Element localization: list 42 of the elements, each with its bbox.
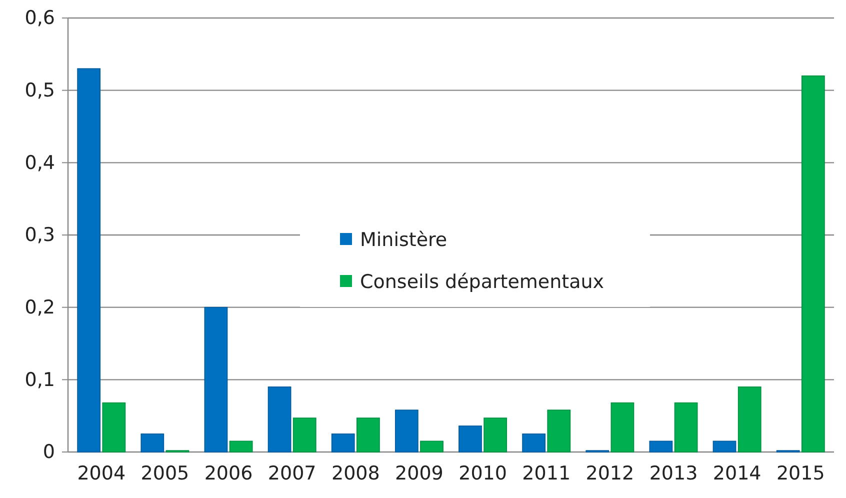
x-tick-label: 2011 (522, 462, 571, 485)
x-tick-label: 2009 (395, 462, 444, 485)
x-tick-label: 2012 (586, 462, 634, 485)
bar (712, 440, 736, 452)
y-tick-label: 0,5 (24, 79, 55, 102)
bar (610, 402, 634, 452)
bar (801, 75, 825, 452)
x-tick-label: 2008 (331, 462, 380, 485)
bar (674, 402, 698, 452)
bar (649, 440, 673, 452)
bar (738, 386, 762, 452)
x-tick-label: 2015 (776, 462, 825, 485)
bar (420, 440, 444, 452)
legend-label: Ministère (360, 229, 448, 251)
x-tick-label: 2006 (204, 462, 253, 485)
x-tick-label: 2013 (649, 462, 698, 485)
x-tick-label: 2014 (712, 462, 762, 485)
y-tick-label: 0,3 (24, 224, 55, 246)
bar (204, 306, 228, 452)
y-tick-label: 0,4 (24, 152, 55, 174)
bar (331, 434, 355, 452)
bar (522, 434, 546, 452)
y-tick-label: 0 (42, 441, 55, 464)
bar (356, 418, 380, 452)
bar (484, 418, 508, 452)
bar (547, 410, 571, 452)
x-tick-label: 2010 (458, 462, 507, 485)
bar (140, 434, 164, 452)
bar (77, 68, 101, 452)
y-tick-label: 0,6 (24, 7, 55, 30)
bar (394, 410, 418, 452)
legend-label: Conseils départementaux (360, 271, 604, 293)
y-tick-label: 0,2 (24, 296, 55, 318)
x-tick-label: 2005 (140, 462, 190, 485)
bar (229, 440, 253, 452)
bar (458, 426, 482, 452)
x-tick-label: 2004 (77, 462, 126, 485)
bar (102, 402, 126, 452)
y-tick-label: 0,1 (24, 368, 55, 391)
bar (268, 386, 292, 452)
bar (292, 418, 316, 452)
x-tick-label: 2007 (268, 462, 316, 485)
